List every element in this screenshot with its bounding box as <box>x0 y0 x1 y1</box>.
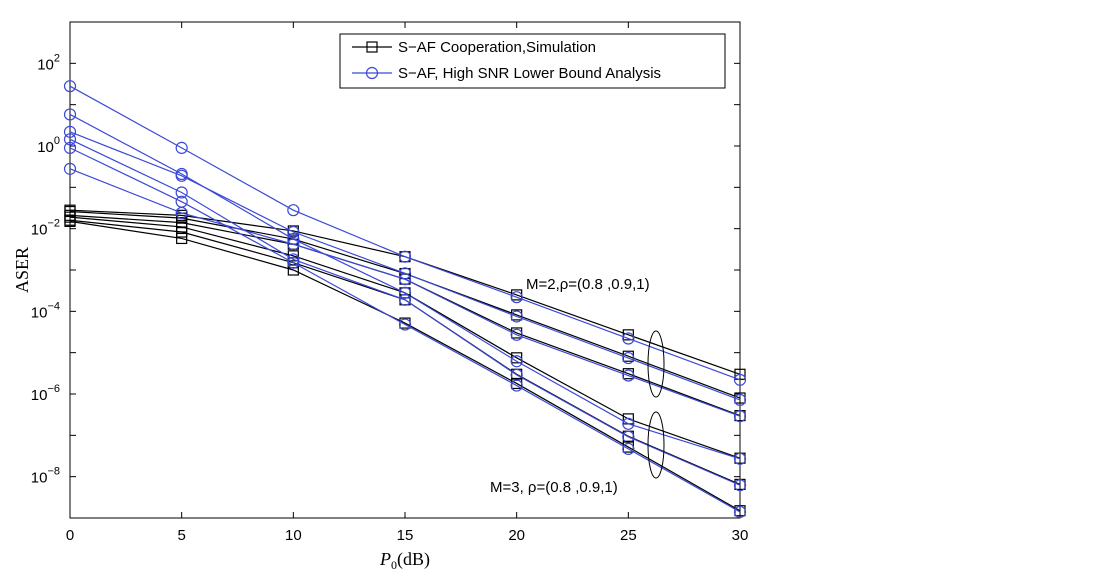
analysis-series-line <box>69 138 741 486</box>
plot-area <box>69 21 741 519</box>
x-axis: 0 5 10 15 20 25 30 <box>66 22 749 544</box>
analysis-point <box>175 167 188 181</box>
analysis-point <box>398 286 412 299</box>
analysis-series-line <box>69 113 741 460</box>
analysis-point <box>733 479 747 492</box>
m2-group-ellipse <box>647 330 665 398</box>
legend-label-analysis: S−AF, High SNR Lower Bound Analysis <box>398 65 661 82</box>
analysis-point <box>622 442 635 455</box>
legend: S−AF Cooperation,Simulation S−AF, High S… <box>339 33 726 89</box>
x-tick-label: 20 <box>508 527 525 544</box>
simulation-point <box>176 226 188 238</box>
analysis-point <box>63 141 77 154</box>
analysis-point <box>733 410 747 423</box>
analysis-point <box>287 256 300 269</box>
analysis-series-line <box>69 85 741 381</box>
analysis-point <box>398 273 412 286</box>
simulation-point <box>287 264 299 276</box>
simulation-point <box>176 232 188 245</box>
simulation-point <box>64 215 76 227</box>
analysis-point <box>733 505 747 519</box>
analysis-point <box>63 80 77 93</box>
x-tick-label: 25 <box>620 527 637 544</box>
y-tick-label: 10−8 <box>31 466 60 487</box>
analysis-point <box>622 417 635 430</box>
annotation-m3: M=3, ρ=(0.8 ,0.9,1) <box>490 479 618 496</box>
analysis-point <box>510 291 523 304</box>
analysis-point <box>622 369 635 382</box>
x-tick-label: 15 <box>397 527 414 544</box>
analysis-point <box>287 232 300 246</box>
x-tick-label: 30 <box>732 527 749 544</box>
y-axis: 10−8 10−6 10−4 10−2 100 102 <box>31 21 740 519</box>
analysis-point <box>175 195 188 208</box>
analysis-point <box>510 310 523 323</box>
analysis-point <box>398 318 412 331</box>
y-tick-label: 10−4 <box>31 300 60 321</box>
m3-group-ellipse <box>647 411 665 479</box>
analysis-point <box>510 379 523 392</box>
analysis-point <box>63 125 77 138</box>
analysis-point <box>63 133 77 146</box>
analysis-series-line <box>69 147 741 513</box>
analysis-point <box>287 225 300 239</box>
legend-label-simulation: S−AF Cooperation,Simulation <box>398 39 596 56</box>
analysis-point <box>510 328 523 341</box>
analysis-point <box>622 351 635 365</box>
y-tick-label: 102 <box>37 52 60 73</box>
analysis-point <box>510 355 523 368</box>
x-tick-label: 0 <box>66 527 74 544</box>
analysis-point <box>175 186 188 199</box>
analysis-point <box>733 373 747 386</box>
analysis-point <box>175 141 188 154</box>
analysis-series-line <box>69 168 741 417</box>
x-axis-title: P0(dB) <box>379 549 430 572</box>
analysis-point <box>63 108 77 121</box>
legend-square-marker <box>366 41 378 53</box>
analysis-point <box>398 293 412 306</box>
y-tick-label: 100 <box>37 135 60 156</box>
analysis-point <box>287 204 300 217</box>
analysis-point <box>622 332 635 345</box>
legend-circle-marker <box>365 66 379 80</box>
x-tick-label: 5 <box>177 527 185 544</box>
series-layer <box>63 80 747 519</box>
y-axis-title: ASER <box>12 247 32 293</box>
simulation-point <box>622 329 634 341</box>
simulation-series-line <box>69 220 741 512</box>
analysis-point <box>733 452 747 465</box>
analysis-point <box>733 393 747 406</box>
y-tick-label: 10−2 <box>31 218 60 239</box>
y-tick-label: 10−6 <box>31 383 60 404</box>
analysis-point <box>398 250 412 263</box>
legend-box <box>339 33 726 89</box>
analysis-point <box>63 162 77 175</box>
x-tick-label: 10 <box>285 527 302 544</box>
annotation-m2: M=2,ρ=(0.8 ,0.9,1) <box>526 276 650 293</box>
